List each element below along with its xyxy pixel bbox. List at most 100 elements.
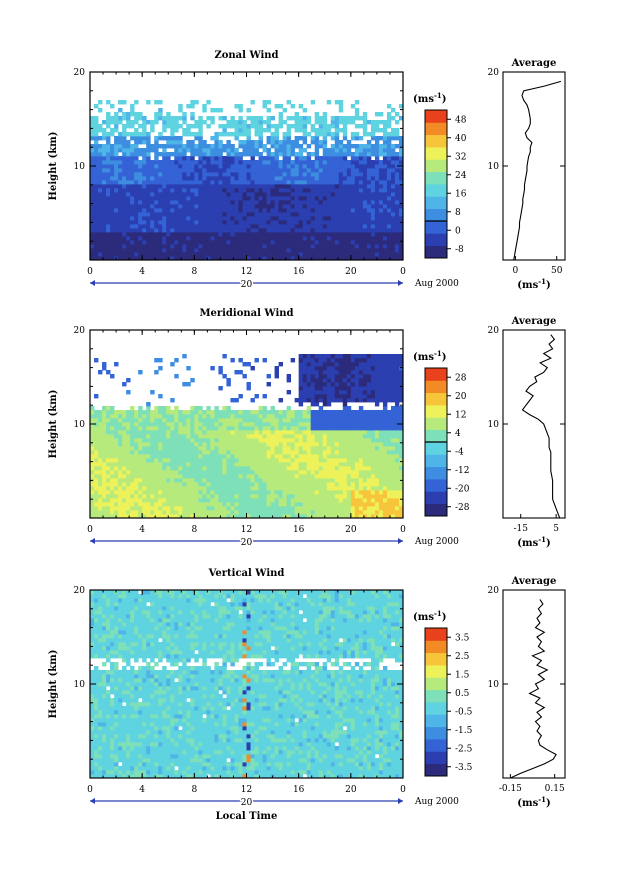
heatmap-cell: [291, 188, 295, 192]
heatmap-cell: [359, 390, 363, 394]
heatmap-cell: [126, 442, 130, 446]
heatmap-cell: [263, 454, 267, 458]
heatmap-cell: [391, 132, 395, 136]
heatmap-cell: [343, 370, 347, 374]
heatmap-cell: [150, 188, 154, 192]
heatmap-cell: [202, 434, 206, 438]
heatmap-cell: [299, 378, 303, 382]
heatmap-cell: [275, 164, 279, 168]
heatmap-cell: [283, 426, 287, 430]
heatmap-cell: [327, 454, 331, 458]
heatmap-cell: [150, 470, 154, 474]
heatmap-cell: [299, 192, 303, 196]
heatmap-cell: [206, 466, 210, 470]
heatmap-cell: [202, 494, 206, 498]
heatmap-cell: [295, 498, 299, 502]
heatmap-cell: [283, 184, 287, 188]
heatmap-cell: [351, 366, 355, 370]
heatmap-cell: [295, 116, 299, 120]
heatmap-cell: [210, 200, 214, 204]
heatmap-cell: [331, 426, 335, 430]
heatmap-cell: [214, 168, 218, 172]
heatmap-cell: [295, 462, 299, 466]
heatmap-cell: [170, 498, 174, 502]
heatmap-cell: [178, 502, 182, 506]
heatmap-cell: [303, 252, 307, 256]
heatmap-cell: [331, 398, 335, 402]
heatmap-cell: [126, 124, 130, 128]
heatmap-cell: [230, 176, 234, 180]
heatmap-cell: [319, 470, 323, 474]
heatmap-cell: [146, 454, 150, 458]
heatmap-cell: [94, 478, 98, 482]
heatmap-cell: [387, 140, 391, 144]
heatmap-cell: [255, 140, 259, 144]
heatmap-cell: [327, 232, 331, 236]
heatmap-cell: [126, 140, 130, 144]
heatmap-cell: [255, 454, 259, 458]
heatmap-cell: [190, 188, 194, 192]
heatmap-cell: [315, 216, 319, 220]
heatmap-cell: [383, 160, 387, 164]
heatmap-cell: [242, 192, 246, 196]
heatmap-cell: [226, 148, 230, 152]
heatmap-cell: [178, 188, 182, 192]
heatmap-cell: [126, 244, 130, 248]
heatmap-cell: [214, 244, 218, 248]
heatmap-cell: [122, 498, 126, 502]
heatmap-cell: [166, 144, 170, 148]
heatmap-cell: [311, 366, 315, 370]
heatmap-cell: [138, 124, 142, 128]
heatmap-cell: [359, 418, 363, 422]
heatmap-cell: [166, 140, 170, 144]
heatmap-cell: [122, 216, 126, 220]
heatmap-cell: [311, 474, 315, 478]
heatmap-cell: [275, 232, 279, 236]
heatmap-cell: [238, 168, 242, 172]
heatmap-cell: [226, 506, 230, 510]
heatmap-cell: [343, 128, 347, 132]
heatmap-cell: [218, 434, 222, 438]
heatmap-cell: [190, 240, 194, 244]
heatmap-cell: [299, 200, 303, 204]
heatmap-cell: [291, 168, 295, 172]
heatmap-cell: [178, 474, 182, 478]
heatmap-cell: [279, 510, 283, 514]
heatmap-cell: [331, 132, 335, 136]
heatmap-cell: [214, 180, 218, 184]
heatmap-cell: [158, 176, 162, 180]
heatmap-cell: [234, 502, 238, 506]
heatmap-cell: [315, 200, 319, 204]
heatmap-cell: [347, 466, 351, 470]
heatmap-cell: [130, 498, 134, 502]
heatmap-cell: [279, 462, 283, 466]
heatmap-cell: [267, 442, 271, 446]
heatmap-cell: [110, 196, 114, 200]
heatmap-cell: [154, 188, 158, 192]
heatmap-cell: [242, 244, 246, 248]
heatmap-cell: [315, 112, 319, 116]
heatmap-cell: [202, 462, 206, 466]
heatmap-cell: [130, 136, 134, 140]
heatmap-cell: [178, 108, 182, 112]
heatmap-cell: [315, 418, 319, 422]
heatmap-cell: [166, 124, 170, 128]
heatmap-cell: [170, 466, 174, 470]
heatmap-cell: [299, 410, 303, 414]
heatmap-cell: [375, 240, 379, 244]
heatmap-cell: [315, 168, 319, 172]
heatmap-cell: [351, 240, 355, 244]
heatmap-cell: [150, 244, 154, 248]
heatmap-cell: [347, 422, 351, 426]
heatmap-cell: [299, 144, 303, 148]
heatmap-cell: [178, 506, 182, 510]
heatmap-cell: [347, 414, 351, 418]
heatmap-cell: [134, 212, 138, 216]
heatmap-cell: [134, 252, 138, 256]
heatmap-cell: [158, 244, 162, 248]
heatmap-cell: [255, 438, 259, 442]
heatmap-cell: [363, 236, 367, 240]
heatmap-cell: [174, 236, 178, 240]
heatmap-cell: [238, 466, 242, 470]
heatmap-cell: [162, 128, 166, 132]
